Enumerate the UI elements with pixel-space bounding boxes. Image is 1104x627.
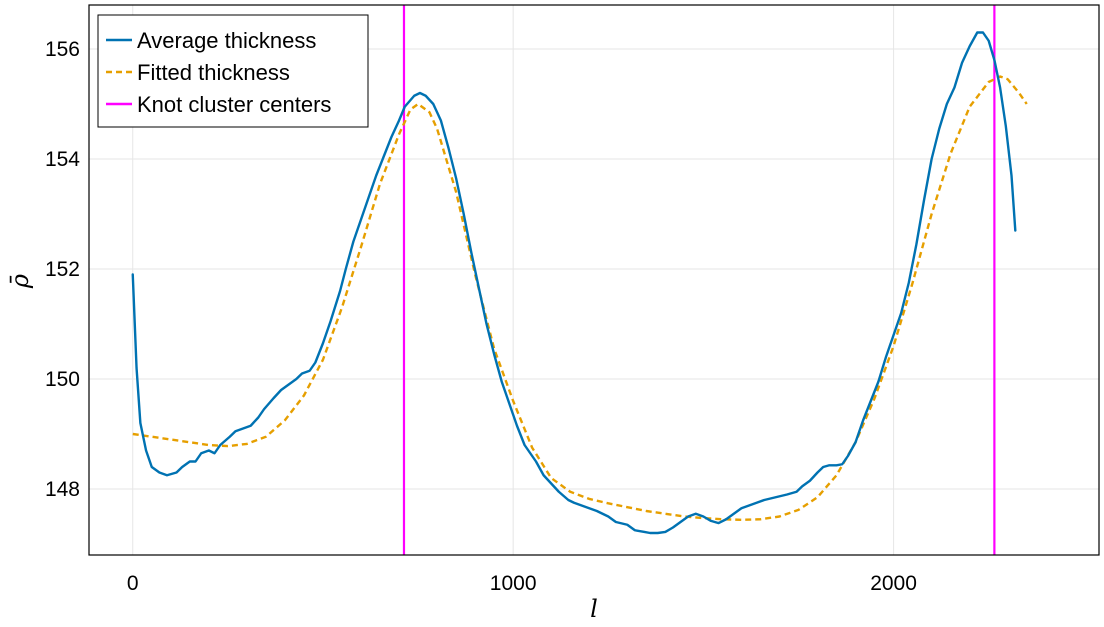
tick-labels: 0 1000 2000 148 150 152 154 156 [45, 38, 917, 595]
legend-label-average: Average thickness [137, 28, 316, 53]
y-tick-label: 150 [45, 368, 80, 391]
series-layer [131, 5, 1028, 555]
plot-frame [88, 4, 1100, 556]
legend-box [97, 14, 369, 128]
legend-label-knots: Knot cluster centers [137, 92, 331, 117]
y-tick-label: 154 [45, 148, 80, 171]
x-axis-label: l [590, 595, 598, 623]
y-tick-label: 148 [45, 478, 80, 501]
y-axis-label: ρ̄ [6, 274, 34, 289]
average-thickness-line [131, 31, 1017, 535]
legend: Average thickness Fitted thickness Knot … [97, 14, 369, 128]
x-tick-label: 1000 [490, 572, 537, 595]
y-tick-label: 156 [45, 38, 80, 61]
fitted-thickness-line [132, 75, 1028, 521]
x-tick-label: 2000 [870, 572, 917, 595]
y-tick-label: 152 [45, 258, 80, 281]
legend-label-fitted: Fitted thickness [137, 60, 290, 85]
x-tick-label: 0 [127, 572, 139, 595]
